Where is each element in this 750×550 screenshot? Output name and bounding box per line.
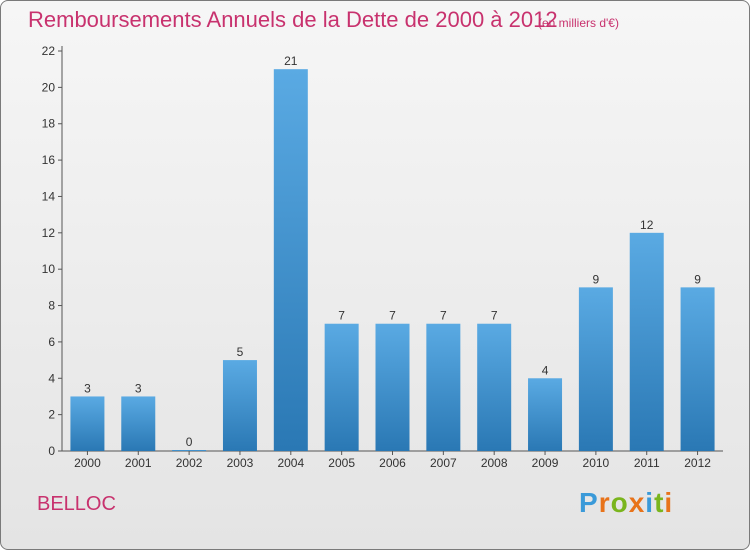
x-tick-label: 2011 <box>634 456 660 470</box>
logo-letter: o <box>610 487 629 518</box>
bar[interactable] <box>477 323 512 451</box>
y-tick-label: 0 <box>48 444 55 458</box>
y-tick-label: 6 <box>48 335 55 349</box>
y-tick-label: 18 <box>42 117 56 131</box>
chart-subtitle: (en milliers d'€) <box>538 16 619 30</box>
y-tick-label: 2 <box>48 408 55 422</box>
bar[interactable] <box>578 287 613 451</box>
x-tick-label: 2009 <box>532 456 559 470</box>
y-tick-label: 8 <box>48 299 55 313</box>
bar[interactable] <box>528 378 563 451</box>
bars-group: 3 2000 3 2001 0 2002 5 2003 21 2004 7 2005 7 2006 7 200… <box>70 54 715 470</box>
x-tick-label: 2003 <box>227 456 254 470</box>
bar-value-label: 3 <box>135 381 142 395</box>
bar-value-label: 5 <box>237 345 244 359</box>
x-tick-label: 2004 <box>277 456 304 470</box>
bar[interactable] <box>70 396 105 451</box>
bar[interactable] <box>375 323 410 451</box>
bar-value-label: 12 <box>640 218 654 232</box>
proxiti-logo[interactable]: Proxiti <box>579 487 673 519</box>
y-tick-label: 22 <box>42 44 56 58</box>
bar-value-label: 3 <box>84 381 91 395</box>
logo-letter: i <box>664 487 674 518</box>
x-tick-label: 2012 <box>684 456 711 470</box>
x-tick-label: 2002 <box>176 456 203 470</box>
logo-letter: x <box>628 487 646 518</box>
bar[interactable] <box>324 323 359 451</box>
x-tick-label: 2005 <box>328 456 355 470</box>
bar-value-label: 21 <box>284 54 298 68</box>
bar-value-label: 0 <box>186 435 193 449</box>
x-tick-label: 2006 <box>379 456 406 470</box>
bar-value-label: 7 <box>440 309 447 323</box>
x-tick-label: 2008 <box>481 456 508 470</box>
bar-value-label: 9 <box>593 272 600 286</box>
bar-value-label: 4 <box>542 363 549 377</box>
y-tick-label: 4 <box>48 371 55 385</box>
bar[interactable] <box>121 396 156 451</box>
bar-value-label: 7 <box>491 309 498 323</box>
bar[interactable] <box>273 69 308 451</box>
bar[interactable] <box>629 232 664 451</box>
x-tick-label: 2007 <box>430 456 457 470</box>
logo-letter: P <box>579 487 599 518</box>
y-tick-label: 10 <box>42 262 56 276</box>
chart-title: Remboursements Annuels de la Dette de 20… <box>28 7 558 32</box>
bar[interactable] <box>680 287 715 451</box>
y-tick-label: 20 <box>42 80 56 94</box>
y-tick-label: 16 <box>42 153 56 167</box>
x-tick-label: 2001 <box>125 456 152 470</box>
bar[interactable] <box>222 360 257 451</box>
bar[interactable] <box>172 450 207 451</box>
logo-letter: t <box>654 487 665 518</box>
bar[interactable] <box>426 323 461 451</box>
logo-letter: r <box>598 487 611 518</box>
bar-value-label: 7 <box>389 309 396 323</box>
logo-letter: i <box>645 487 655 518</box>
y-tick-label: 12 <box>42 226 56 240</box>
commune-name: BELLOC <box>37 493 116 515</box>
y-tick-label: 14 <box>42 189 56 203</box>
bar-value-label: 7 <box>338 309 345 323</box>
x-tick-label: 2010 <box>583 456 610 470</box>
x-tick-label: 2000 <box>74 456 101 470</box>
bar-value-label: 9 <box>694 272 701 286</box>
